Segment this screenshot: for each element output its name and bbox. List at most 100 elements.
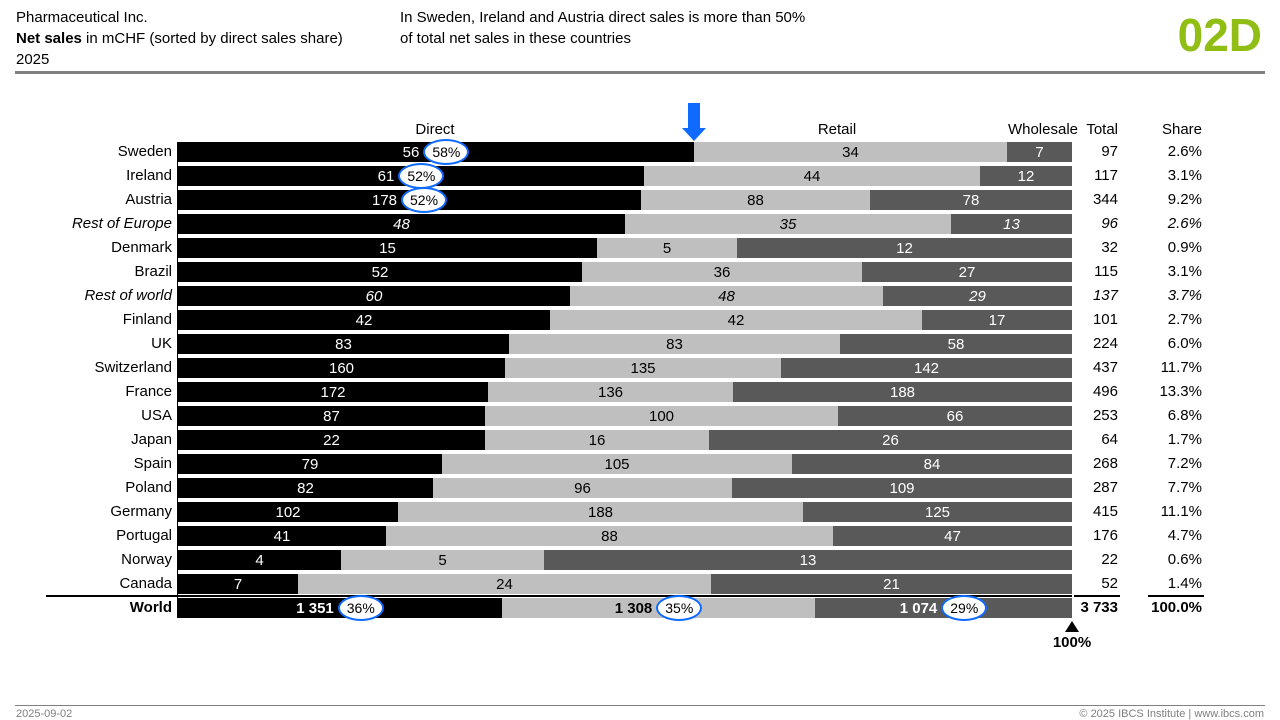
row-label: Germany <box>110 503 172 520</box>
pct-highlight-oval: 35% <box>656 595 703 621</box>
total-value: 96 <box>1101 215 1118 232</box>
bar-segment-direct: 1 351 36% <box>178 595 502 621</box>
company-name: Pharmaceutical Inc. <box>16 9 148 26</box>
segment-value: 178 <box>371 191 398 209</box>
segment-value: 29 <box>969 287 986 305</box>
column-header-retail: Retail <box>817 121 857 138</box>
segment-value: 4 <box>255 551 264 569</box>
bar-segment-retail: 135 <box>505 358 781 378</box>
row-label: Norway <box>121 551 172 568</box>
segment-value: 102 <box>275 503 301 521</box>
segment-value: 48 <box>393 215 410 233</box>
total-value: 137 <box>1092 287 1118 304</box>
total-value: 176 <box>1092 527 1118 544</box>
message-text: In Sweden, Ireland and Austria direct sa… <box>400 7 805 49</box>
bar-segment-direct: 15 <box>178 238 597 258</box>
bar-segment-direct: 83 <box>178 334 509 354</box>
bar-segment-wholesale: 109 <box>732 478 1072 498</box>
bar-segment-retail: 5 <box>597 238 737 258</box>
pct-highlight-oval: 52% <box>398 163 445 189</box>
highlight-arrow-shaft <box>688 103 700 128</box>
segment-value: 12 <box>1017 167 1035 185</box>
world-separator-line <box>46 595 1072 597</box>
bar-segment-retail: 136 <box>488 382 733 402</box>
pct-highlight-oval: 58% <box>423 139 470 165</box>
report-title-detail: in mCHF (sorted by direct sales share) <box>81 30 343 47</box>
row-label: Brazil <box>134 263 172 280</box>
bar-segment-wholesale: 78 <box>870 190 1072 210</box>
segment-value: 188 <box>889 383 916 401</box>
bar-segment-direct: 41 <box>178 526 386 546</box>
segment-value: 1 074 <box>899 599 938 617</box>
pct-highlight-oval: 29% <box>941 595 988 621</box>
footer-divider <box>15 705 1265 706</box>
share-value: 7.7% <box>1167 479 1202 496</box>
bar-segment-direct: 172 <box>178 382 488 402</box>
bar-segment-retail: 16 <box>485 430 709 450</box>
bar-segment-wholesale: 17 <box>922 310 1072 330</box>
share-value: 0.6% <box>1167 551 1202 568</box>
share-value: 9.2% <box>1167 191 1202 208</box>
bar-segment-wholesale: 58 <box>840 334 1072 354</box>
row-label: France <box>125 383 172 400</box>
bar-segment-wholesale: 13 <box>951 214 1072 234</box>
bar-segment-direct: 178 52% <box>178 187 641 213</box>
segment-value: 83 <box>335 335 352 353</box>
segment-value: 78 <box>962 191 980 209</box>
segment-value: 82 <box>297 479 314 497</box>
axis-baseline <box>177 142 178 618</box>
segment-value: 7 <box>1035 143 1044 161</box>
axis-100pct-label: 100% <box>1052 634 1092 651</box>
bar-segment-retail: 100 <box>485 406 838 426</box>
report-header: Pharmaceutical Inc. Net sales in mCHF (s… <box>16 7 343 70</box>
bar-segment-direct: 102 <box>178 502 398 522</box>
share-value: 13.3% <box>1159 383 1202 400</box>
segment-value: 58 <box>947 335 965 353</box>
segment-value: 42 <box>727 311 745 329</box>
total-value: 3 733 <box>1080 599 1118 616</box>
row-label: Sweden <box>117 143 172 160</box>
share-value: 1.4% <box>1167 575 1202 592</box>
row-label: USA <box>141 407 172 424</box>
bar-segment-retail: 88 <box>386 526 833 546</box>
bar-segment-wholesale: 84 <box>792 454 1072 474</box>
total-value: 437 <box>1092 359 1118 376</box>
segment-value: 47 <box>944 527 961 545</box>
share-column-separator <box>1148 595 1204 597</box>
segment-value: 21 <box>883 575 900 593</box>
footer-date: 2025-09-02 <box>16 708 73 720</box>
total-value: 496 <box>1092 383 1118 400</box>
bar-segment-direct: 48 <box>178 214 625 234</box>
total-value: 287 <box>1092 479 1118 496</box>
bar-segment-wholesale: 142 <box>781 358 1072 378</box>
column-header-share: Share <box>1161 121 1202 138</box>
bar-segment-retail: 35 <box>625 214 951 234</box>
row-label: Austria <box>125 191 172 208</box>
share-value: 0.9% <box>1167 239 1202 256</box>
bar-segment-wholesale: 66 <box>838 406 1072 426</box>
report-period: 2025 <box>16 51 50 68</box>
column-header-wholesale: Wholesale <box>1007 121 1078 138</box>
segment-value: 142 <box>913 359 940 377</box>
total-column-separator <box>1074 595 1120 597</box>
bar-segment-retail: 83 <box>509 334 840 354</box>
segment-value: 26 <box>882 431 899 449</box>
segment-value: 17 <box>988 311 1006 329</box>
bar-segment-wholesale: 47 <box>833 526 1072 546</box>
segment-value: 48 <box>718 287 735 305</box>
row-label: UK <box>151 335 172 352</box>
segment-value: 61 <box>377 167 395 185</box>
message-line-2: of total net sales in these countries <box>400 30 631 47</box>
bar-segment-retail: 188 <box>398 502 803 522</box>
segment-value: 41 <box>273 527 291 545</box>
share-value: 2.6% <box>1167 215 1202 232</box>
segment-value: 22 <box>323 431 340 449</box>
bar-segment-direct: 22 <box>178 430 485 450</box>
bar-segment-direct: 160 <box>178 358 505 378</box>
page-code: 02D <box>1177 9 1262 61</box>
segment-value: 56 <box>402 143 420 161</box>
share-value: 11.7% <box>1160 359 1202 376</box>
row-label: Ireland <box>126 167 172 184</box>
total-value: 22 <box>1101 551 1118 568</box>
bar-segment-wholesale: 188 <box>733 382 1072 402</box>
